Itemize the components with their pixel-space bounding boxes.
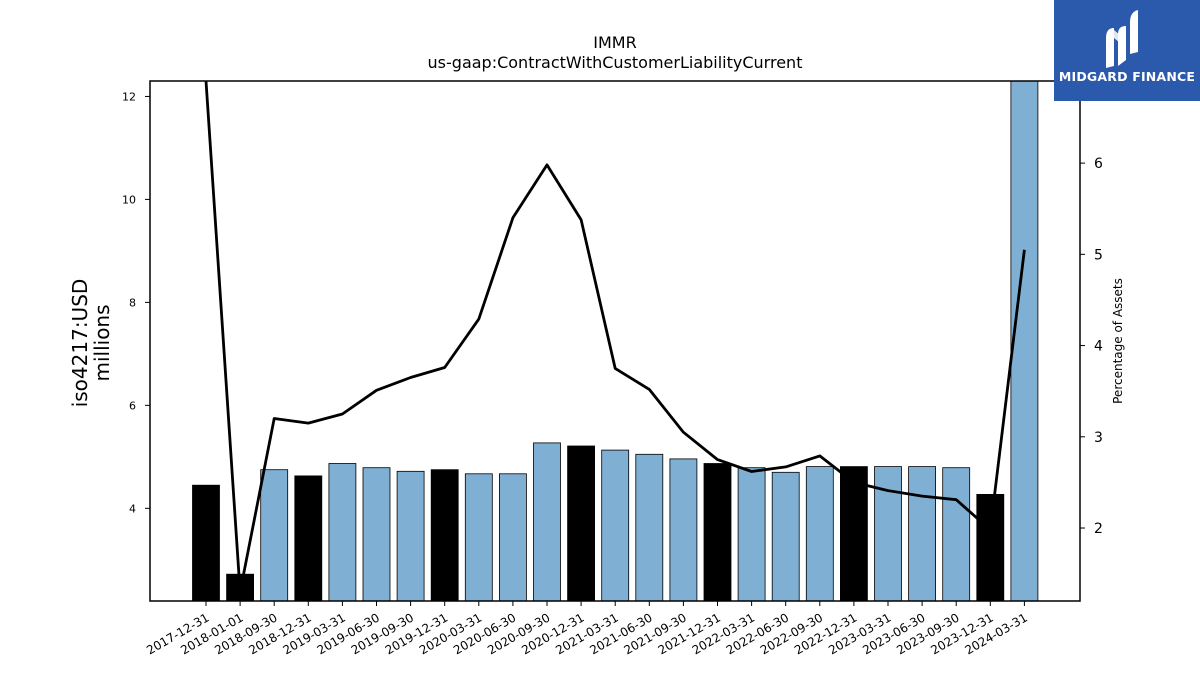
bar-2020-06-30 — [498, 473, 527, 601]
brand-logo: MIDGARD FINANCE — [1054, 0, 1200, 101]
y-axis-left: 4 6 8 10 12 — [122, 90, 150, 515]
y-left-tick-label: 8 — [129, 296, 136, 309]
y-left-tick-label: 4 — [129, 502, 136, 515]
bar-2020-03-31 — [464, 473, 493, 601]
y-axis-left-label-line1: iso4217:USD — [68, 279, 92, 408]
y-right-tick-label: 5 — [1094, 247, 1103, 263]
bar-2023-06-30 — [908, 466, 936, 601]
y-right-tick-label: 2 — [1094, 521, 1103, 537]
bar-2022-12-31 — [840, 466, 868, 601]
bar-2021-12-31 — [703, 463, 732, 601]
bar-2017-12-31 — [192, 484, 220, 601]
bar-2018-12-31 — [294, 475, 323, 601]
y-left-tick-label: 10 — [122, 193, 136, 206]
bar-2019-12-31 — [430, 469, 459, 601]
y-right-tick-label: 3 — [1094, 430, 1103, 446]
line-series — [204, 81, 1026, 594]
brand-name: MIDGARD FINANCE — [1058, 69, 1196, 84]
y-axis-right-label: Percentage of Assets — [1111, 278, 1125, 404]
y-left-tick-label: 6 — [129, 399, 136, 412]
bar-2022-03-31 — [737, 467, 766, 601]
chart-title: IMMR — [593, 33, 636, 52]
bar-2019-09-30 — [396, 470, 425, 601]
y-axis-right: 2 3 4 5 6 — [1080, 156, 1103, 537]
midgard-logo-icon — [1106, 10, 1138, 68]
y-axis-left-title: iso4217:USD millions — [68, 279, 114, 408]
y-right-tick-label: 6 — [1094, 156, 1103, 172]
y-right-tick-label: 4 — [1094, 339, 1103, 355]
bar-2021-03-31 — [601, 449, 630, 601]
percentage-of-assets-line — [204, 81, 1026, 594]
bar-2020-12-31 — [567, 445, 595, 601]
bar-2021-06-30 — [635, 453, 664, 601]
bar-2023-12-31 — [976, 493, 1005, 601]
bar-2019-03-31 — [328, 463, 357, 601]
x-axis: 2017-12-312018-01-012018-09-302018-12-31… — [144, 601, 1030, 657]
bar-2018-09-30 — [260, 469, 289, 601]
bar-2023-09-30 — [942, 467, 971, 601]
bar-2020-09-30 — [533, 442, 561, 601]
bar-2019-06-30 — [362, 467, 391, 601]
y-axis-left-label-line2: millions — [90, 304, 114, 381]
chart-subtitle: us-gaap:ContractWithCustomerLiabilityCur… — [428, 53, 803, 72]
bar-2023-03-31 — [874, 466, 902, 601]
y-left-tick-label: 12 — [122, 90, 136, 103]
bar-2022-06-30 — [771, 471, 800, 601]
bar-series — [192, 81, 1039, 601]
bar-2024-03-31 — [1010, 81, 1039, 601]
bar-2022-09-30 — [805, 466, 834, 601]
bar-2021-09-30 — [669, 458, 698, 601]
